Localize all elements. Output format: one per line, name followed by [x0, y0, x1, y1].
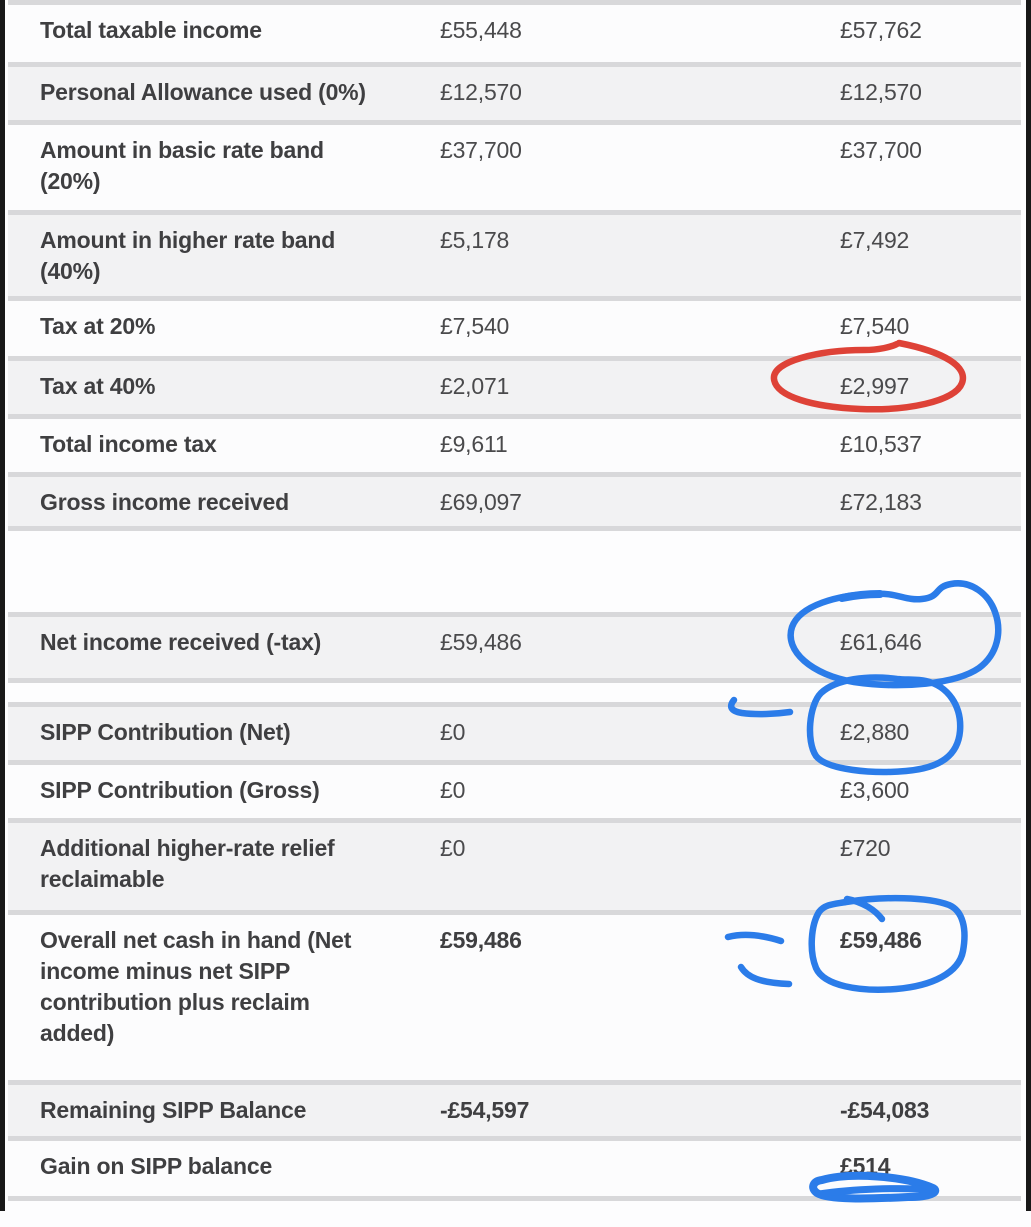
row-value-1	[440, 1141, 840, 1196]
row-label: Overall net cash in hand (Net income min…	[40, 927, 352, 1046]
table-row: Tax at 40% £2,071 £2,997	[8, 356, 1021, 414]
row-label: SIPP Contribution (Net)	[40, 719, 291, 745]
row-label: Additional higher-rate relief reclaimabl…	[40, 835, 335, 892]
table-row: Additional higher-rate relief reclaimabl…	[8, 818, 1021, 910]
row-value-2: £3,600	[840, 777, 910, 803]
table-gap	[8, 526, 1021, 612]
table-row: SIPP Contribution (Net) £0 £2,880	[8, 702, 1021, 760]
row-label: Amount in higher rate band (40%)	[40, 227, 336, 284]
table-row: Amount in basic rate band (20%) £37,700 £3…	[8, 120, 1021, 210]
row-value-1: £69,097	[440, 489, 522, 515]
table-row: Total income tax £9,611 £10,537	[8, 414, 1021, 472]
table-row: Amount in higher rate band (40%) £5,178 £7…	[8, 210, 1021, 296]
row-value-2: £720	[840, 835, 891, 861]
row-value-1: £5,178	[440, 227, 510, 253]
table-row: Tax at 20% £7,540 £7,540	[8, 296, 1021, 356]
table-row: Net income received (-tax) £59,486 £61,646	[8, 612, 1021, 678]
tax-table: Total taxable income £55,448 £57,762 Person…	[8, 0, 1021, 1201]
row-value-1: £9,611	[440, 431, 508, 457]
table-row: SIPP Contribution (Gross) £0 £3,600	[8, 760, 1021, 818]
row-label: SIPP Contribution (Gross)	[40, 777, 320, 803]
row-value-2: £72,183	[840, 489, 922, 515]
row-label: Tax at 40%	[40, 373, 156, 399]
row-label: Personal Allowance used (0%)	[40, 79, 366, 105]
row-value-1: £2,071	[440, 373, 510, 399]
row-value-2: £10,537	[840, 431, 922, 457]
table-row: Remaining SIPP Balance -£54,597 -£54,083	[8, 1080, 1021, 1136]
row-value-2: £514	[840, 1153, 891, 1179]
row-value-2: £37,700	[840, 137, 922, 163]
table-row: Total taxable income £55,448 £57,762	[8, 0, 1021, 62]
row-value-1: £55,448	[440, 17, 522, 43]
row-value-2: -£54,083	[840, 1097, 930, 1123]
table-row: Overall net cash in hand (Net income min…	[8, 910, 1021, 1080]
row-value-1: £0	[440, 777, 466, 803]
table-row: Gain on SIPP balance £514	[8, 1136, 1021, 1196]
row-value-1: £59,486	[440, 629, 522, 655]
table-row: Gross income received £69,097 £72,183	[8, 472, 1021, 526]
row-value-1: £12,570	[440, 79, 522, 105]
row-value-2: £7,492	[840, 227, 910, 253]
table-row: Personal Allowance used (0%) £12,570 £12,5…	[8, 62, 1021, 120]
row-value-2: £61,646	[840, 629, 922, 655]
row-value-2: £2,880	[840, 719, 910, 745]
row-value-2: £59,486	[840, 927, 922, 953]
row-label: Remaining SIPP Balance	[40, 1097, 307, 1123]
row-value-1: £7,540	[440, 313, 510, 339]
left-edge-bar	[0, 0, 5, 1211]
table-gap	[8, 678, 1021, 702]
row-value-1: £0	[440, 719, 466, 745]
row-value-2: £12,570	[840, 79, 922, 105]
row-value-1: £37,700	[440, 137, 522, 163]
row-label: Gross income received	[40, 489, 289, 515]
right-edge-bar	[1026, 0, 1031, 1211]
row-label: Amount in basic rate band (20%)	[40, 137, 324, 194]
row-value-2: £57,762	[840, 17, 922, 43]
row-label: Net income received (-tax)	[40, 629, 322, 655]
row-label: Tax at 20%	[40, 313, 156, 339]
row-value-2: £2,997	[840, 373, 910, 399]
row-value-2: £7,540	[840, 313, 910, 339]
row-value-1: £0	[440, 835, 466, 861]
row-label: Total taxable income	[40, 17, 262, 43]
row-value-1: £59,486	[440, 927, 522, 953]
row-label: Gain on SIPP balance	[40, 1153, 273, 1179]
row-label: Total income tax	[40, 431, 217, 457]
row-value-1: -£54,597	[440, 1097, 530, 1123]
